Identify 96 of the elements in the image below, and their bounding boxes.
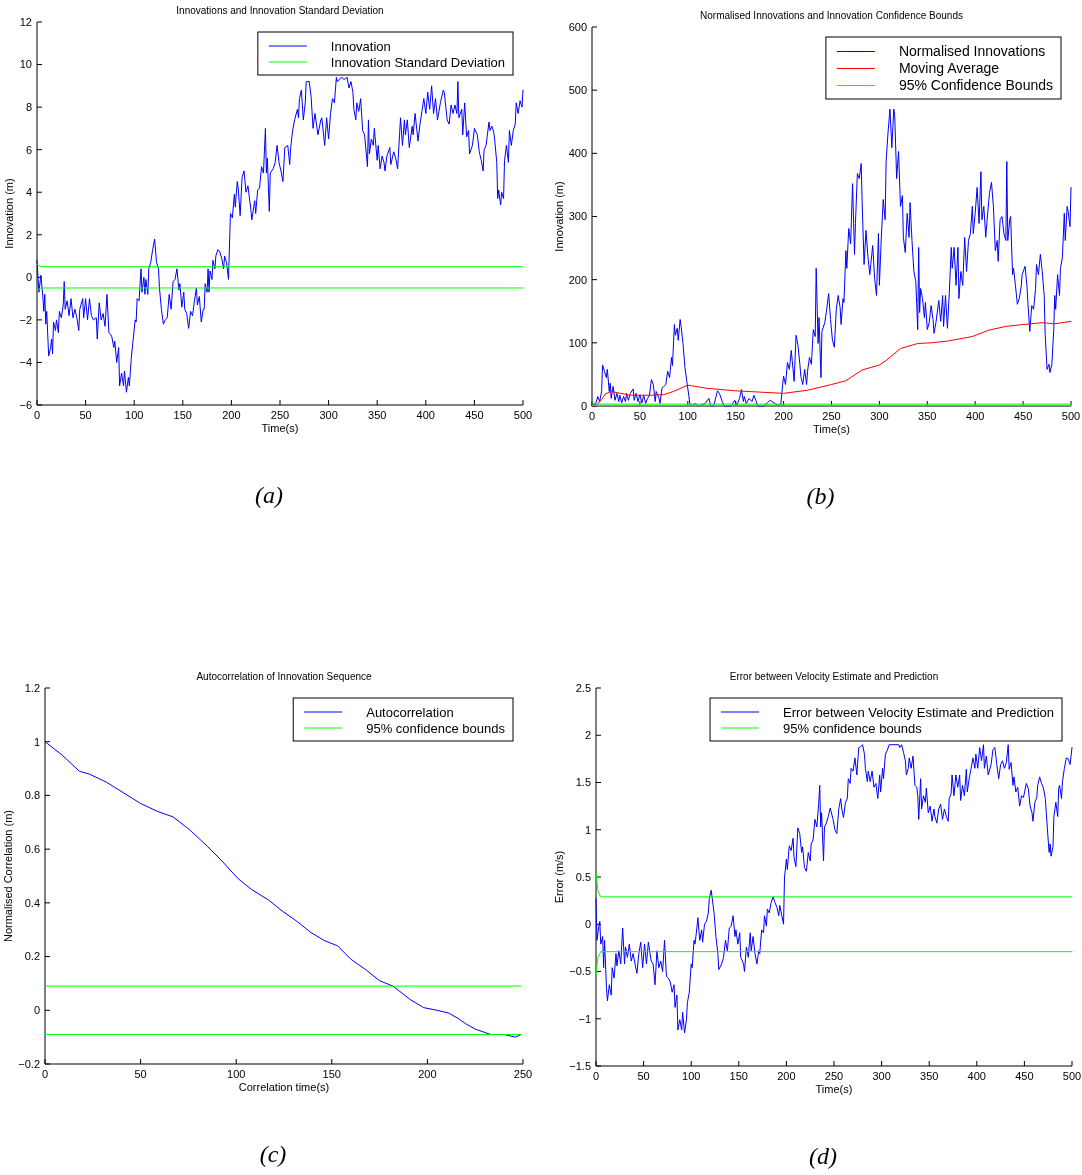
x-tick-label: 150 [726,410,745,422]
y-tick-label: 600 [568,20,587,33]
x-tick-label: 100 [125,409,144,421]
x-tick-label: 450 [465,409,484,421]
x-tick-label: 200 [222,409,241,421]
y-tick-label: 6 [25,143,32,156]
y-tick-label: −1 [578,1012,591,1025]
x-tick-label: 50 [134,1068,147,1080]
y-tick-label: 500 [568,84,587,97]
x-tick-label: 350 [368,409,387,421]
x-tick-label: 100 [682,1070,701,1082]
chart-title: Autocorrelation of Innovation Sequence [196,671,372,682]
x-tick-label: 400 [416,409,435,421]
x-tick-label: 250 [270,409,290,421]
y-tick-label: −2 [19,313,32,326]
x-tick-label: 350 [920,1070,939,1082]
x-tick-label: 100 [227,1068,246,1080]
y-tick-label: 12 [19,15,32,28]
legend-label: Innovation Standard Deviation [330,54,506,70]
x-tick-label: 200 [774,410,793,422]
y-tick-label: 0 [33,1004,40,1017]
x-tick-label: 350 [918,410,937,422]
text: (a) [255,482,283,508]
x-tick-label: 200 [777,1070,796,1082]
x-tick-label: 500 [1062,1070,1082,1082]
y-tick-label: 0.4 [24,896,40,909]
x-tick-label: 400 [967,1070,986,1082]
x-tick-label: 150 [173,409,192,421]
x-tick-label: 450 [1015,1070,1034,1082]
chart-title: Error between Velocity Estimate and Prediction [729,671,939,682]
y-tick-label: 0 [580,399,587,412]
x-tick-label: 250 [824,1070,844,1082]
y-axis-title: Innovation (m) [3,178,16,249]
x-tick-label: 50 [633,410,647,422]
text: (b) [806,483,835,509]
x-tick-label: 100 [678,410,697,422]
y-tick-label: 100 [568,336,587,349]
x-tick-label: 250 [822,410,841,422]
y-tick-label: 0.8 [24,789,40,802]
legend-label: Error between Velocity Estimate and Prediction [783,704,1054,720]
x-tick-label: 200 [418,1068,437,1080]
legend-label: Normalised Innovations [898,43,1046,60]
x-tick-label: 450 [1013,410,1033,422]
y-tick-label: 0.2 [24,950,40,963]
y-tick-label: 4 [25,186,32,199]
chart-title: Innovations and Innovation Standard Deviation [176,5,384,16]
y-tick-label: −0.2 [18,1057,40,1070]
y-tick-label: −6 [19,398,32,411]
x-tick-label: 150 [322,1068,341,1080]
y-tick-label: −0.5 [569,965,591,978]
y-axis-title: Normalised Correlation (m) [2,809,15,943]
legend-label: Moving Average [898,60,1000,77]
x-tick-label: 0 [592,1070,600,1082]
x-axis-title: Time(s) [815,1083,853,1095]
y-tick-label: 10 [19,58,32,71]
y-tick-label: 2 [25,228,32,241]
x-axis-title: Time(s) [261,422,299,434]
y-tick-label: 2 [584,729,591,742]
y-tick-label: 300 [568,210,587,223]
x-tick-label: 300 [872,1070,891,1082]
legend-label: 95% Confidence Bounds [898,77,1053,94]
y-tick-label: 200 [568,273,587,286]
x-axis-title: Time(s) [813,423,850,435]
y-tick-label: 0.6 [24,842,40,855]
legend-label: Innovation [330,38,391,54]
text: (c) [259,1141,287,1167]
y-axis-title: Innovation (m) [552,181,565,252]
x-axis-title: Correlation time(s) [238,1081,330,1093]
legend-label: 95% confidence bounds [783,720,923,736]
text: (d) [809,1143,837,1169]
y-axis-title: Error (m/s) [553,850,566,904]
x-tick-label: 300 [319,409,338,421]
y-tick-label: −4 [19,356,32,369]
chart-title: Normalised Innovations and Innovation Confidence Bounds [700,10,963,21]
x-tick-label: 300 [870,410,889,422]
x-tick-label: 50 [79,409,92,421]
y-tick-label: 400 [568,147,587,160]
x-tick-label: 150 [729,1070,748,1082]
y-tick-label: 1.2 [24,681,40,694]
y-tick-label: 1 [584,823,591,836]
x-tick-label: 250 [513,1068,533,1080]
x-tick-label: 400 [966,410,985,422]
y-tick-label: 8 [25,100,32,113]
y-tick-label: 2.5 [575,681,591,694]
legend-label: Autocorrelation [366,704,454,720]
x-tick-label: 500 [1061,410,1081,422]
x-tick-label: 50 [637,1070,650,1082]
y-tick-label: −1.5 [569,1059,591,1072]
x-tick-label: 500 [513,409,533,421]
y-tick-label: 0.5 [575,870,591,883]
y-tick-label: 0 [584,918,591,931]
x-tick-label: 0 [41,1068,49,1080]
y-tick-label: 0 [25,271,32,284]
y-tick-label: 1 [33,735,40,748]
legend-label: 95% confidence bounds [366,720,506,736]
y-tick-label: 1.5 [575,776,591,789]
